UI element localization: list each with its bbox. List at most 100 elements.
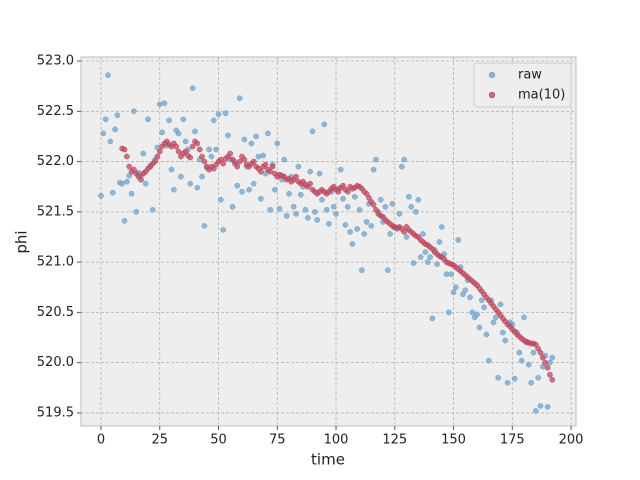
point [351, 193, 358, 200]
y-tick-label: 519.5 [37, 405, 74, 420]
point [396, 211, 403, 217]
point [220, 227, 227, 233]
point [340, 195, 346, 202]
point [123, 178, 130, 185]
point [126, 163, 133, 170]
point [420, 231, 426, 237]
point [307, 168, 314, 175]
point [267, 168, 274, 175]
point [265, 130, 271, 137]
point [537, 349, 544, 356]
point [220, 160, 227, 167]
point [257, 195, 264, 202]
point [138, 176, 144, 183]
point [128, 190, 135, 197]
point [384, 267, 391, 274]
point [502, 337, 509, 344]
point [344, 203, 351, 210]
point [467, 294, 473, 301]
point [389, 200, 396, 207]
point [361, 231, 368, 237]
x-tick-label: 100 [324, 433, 349, 448]
point [370, 201, 377, 208]
point [342, 222, 349, 228]
point [368, 223, 375, 229]
point [326, 221, 332, 227]
point [112, 126, 118, 133]
point [521, 314, 527, 321]
point [215, 111, 222, 118]
y-axis-label: phi [13, 230, 31, 253]
point [445, 309, 452, 316]
point [544, 404, 551, 410]
point [309, 128, 316, 135]
point [281, 156, 288, 163]
point [229, 203, 236, 210]
point [161, 100, 168, 107]
point [373, 156, 379, 163]
point [189, 85, 196, 92]
x-tick-label: 50 [210, 433, 227, 448]
point [525, 361, 532, 368]
point [98, 192, 104, 199]
point [387, 231, 393, 237]
point [208, 153, 215, 160]
point [236, 95, 243, 102]
legend-box [473, 62, 572, 108]
point [377, 196, 384, 203]
x-tick-label: 0 [97, 433, 105, 448]
point [450, 289, 457, 296]
point [549, 376, 556, 383]
point [410, 260, 417, 266]
point [415, 196, 422, 203]
point [314, 217, 321, 223]
plot-area [80, 56, 577, 427]
point [398, 163, 405, 170]
point [154, 153, 161, 160]
point [152, 158, 158, 165]
point [434, 261, 440, 267]
point [319, 196, 325, 203]
point [323, 206, 330, 213]
y-tick-label: 521.0 [37, 255, 74, 270]
point [304, 215, 311, 221]
point [269, 163, 276, 170]
point [406, 193, 412, 200]
point [549, 354, 556, 361]
point [286, 190, 292, 197]
point [234, 182, 241, 189]
point [528, 379, 534, 386]
point [199, 153, 205, 160]
y-tick-label: 523.0 [37, 54, 74, 69]
point [105, 72, 111, 78]
x-tick-label: 150 [441, 433, 466, 448]
y-tick-label: 522.5 [37, 104, 74, 119]
point [547, 371, 553, 378]
point [173, 143, 180, 150]
point [490, 319, 497, 326]
point [321, 121, 328, 128]
legend-label: raw [518, 68, 542, 83]
point [537, 403, 544, 409]
point [260, 152, 267, 159]
point [149, 206, 156, 213]
point [344, 188, 351, 195]
point [438, 224, 445, 230]
point [156, 101, 163, 108]
point [511, 375, 518, 382]
point [206, 146, 212, 153]
point [248, 140, 255, 147]
point [210, 117, 217, 124]
point [293, 173, 299, 180]
y-tick-label: 521.5 [37, 204, 74, 219]
point [295, 163, 302, 170]
point [131, 108, 137, 115]
point [349, 241, 356, 247]
point [274, 140, 281, 147]
point [337, 166, 344, 173]
point [302, 206, 309, 213]
point [422, 249, 429, 255]
point [133, 208, 140, 215]
legend-marker [488, 91, 496, 99]
point [241, 136, 248, 143]
